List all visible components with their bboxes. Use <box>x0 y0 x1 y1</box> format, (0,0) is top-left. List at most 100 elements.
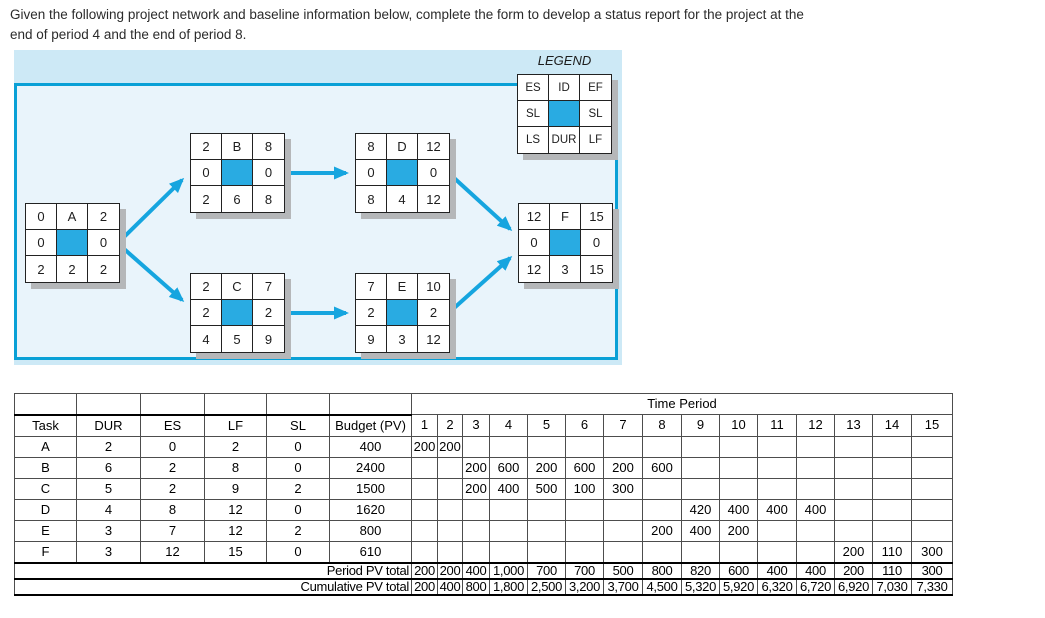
period-value-cell <box>834 498 873 521</box>
node-cell: 12 <box>519 256 550 282</box>
period-value-cell <box>527 519 566 542</box>
period-value-cell: 400 <box>489 477 528 500</box>
node-cell: DUR <box>549 127 580 153</box>
cumulative-pv-total-cell: 4,500 <box>642 577 682 596</box>
period-value-cell: 200 <box>462 477 490 500</box>
node-cell: 2 <box>191 186 222 212</box>
period-value-cell <box>527 435 566 458</box>
period-column-header: 7 <box>603 414 643 437</box>
node-cell: 2 <box>356 300 387 326</box>
column-header: Budget (PV) <box>329 414 412 437</box>
node-cell: 2 <box>191 300 222 326</box>
period-column-header: 5 <box>527 414 566 437</box>
period-column-header: 6 <box>565 414 604 437</box>
task-dur-cell: 3 <box>76 540 141 563</box>
task-sl-cell: 2 <box>266 519 330 542</box>
node-cell: 0 <box>519 230 550 256</box>
period-value-cell: 500 <box>527 477 566 500</box>
period-value-cell <box>911 477 953 500</box>
cumulative-pv-total-cell: 6,920 <box>834 577 873 596</box>
task-es-cell: 8 <box>140 498 205 521</box>
period-value-cell <box>411 540 438 563</box>
period-value-cell <box>681 477 720 500</box>
period-column-header: 13 <box>834 414 873 437</box>
blank-header-cell <box>14 393 77 416</box>
period-value-cell <box>565 435 604 458</box>
task-lf-cell: 9 <box>204 477 267 500</box>
period-column-header: 14 <box>872 414 912 437</box>
period-value-cell <box>642 540 682 563</box>
node-cell: 10 <box>418 274 449 300</box>
period-value-cell <box>757 519 797 542</box>
node-cell: 2 <box>253 300 284 326</box>
task-task-cell: A <box>14 435 77 458</box>
task-budget-cell: 400 <box>329 435 412 458</box>
task-sl-cell: 0 <box>266 498 330 521</box>
period-value-cell <box>642 498 682 521</box>
period-value-cell <box>437 519 463 542</box>
cumulative-pv-total-cell: 6,320 <box>757 577 797 596</box>
period-value-cell <box>411 498 438 521</box>
node-center-cell <box>550 230 581 256</box>
network-arrows <box>121 166 513 320</box>
task-budget-cell: 2400 <box>329 456 412 479</box>
column-header: DUR <box>76 414 141 437</box>
period-value-cell: 200 <box>719 519 758 542</box>
cumulative-pv-total-cell: 5,320 <box>681 577 720 596</box>
task-task-cell: E <box>14 519 77 542</box>
cumulative-pv-total-cell: 5,920 <box>719 577 758 596</box>
node-cell: 2 <box>88 204 119 230</box>
task-dur-cell: 2 <box>76 435 141 458</box>
period-value-cell <box>719 435 758 458</box>
node-cell: E <box>387 274 418 300</box>
node-center-cell <box>222 300 253 326</box>
node-cell: 0 <box>418 160 449 186</box>
period-value-cell <box>489 435 528 458</box>
node-cell: 0 <box>26 204 57 230</box>
period-value-cell <box>411 456 438 479</box>
period-value-cell <box>796 435 835 458</box>
period-value-cell <box>719 456 758 479</box>
period-value-cell: 600 <box>489 456 528 479</box>
period-value-cell <box>411 477 438 500</box>
period-value-cell <box>603 540 643 563</box>
blank-header-cell <box>140 393 205 416</box>
period-pv-total-cell: 800 <box>642 561 682 579</box>
period-pv-total-cell: 110 <box>872 561 912 579</box>
node-cell: 9 <box>253 326 284 352</box>
period-value-cell: 200 <box>603 456 643 479</box>
period-value-cell <box>411 519 438 542</box>
task-es-cell: 2 <box>140 456 205 479</box>
period-value-cell <box>565 498 604 521</box>
task-lf-cell: 15 <box>204 540 267 563</box>
node-center-cell <box>387 300 418 326</box>
period-pv-total-cell: 400 <box>757 561 797 579</box>
period-value-cell <box>437 456 463 479</box>
period-pv-total-cell: 500 <box>603 561 643 579</box>
blank-header-cell <box>204 393 267 416</box>
node-cell: 8 <box>356 134 387 160</box>
legend-title: LEGEND <box>537 53 592 68</box>
period-value-cell <box>603 498 643 521</box>
period-value-cell <box>757 477 797 500</box>
task-task-cell: C <box>14 477 77 500</box>
node-cell: 6 <box>222 186 253 212</box>
task-es-cell: 12 <box>140 540 205 563</box>
time-period-header: Time Period <box>411 393 953 415</box>
period-value-cell <box>527 540 566 563</box>
task-sl-cell: 0 <box>266 456 330 479</box>
column-header: ES <box>140 414 205 437</box>
period-column-header: 12 <box>796 414 835 437</box>
node-cell: C <box>222 274 253 300</box>
task-lf-cell: 2 <box>204 435 267 458</box>
task-lf-cell: 8 <box>204 456 267 479</box>
period-value-cell <box>834 456 873 479</box>
task-sl-cell: 0 <box>266 435 330 458</box>
task-task-cell: F <box>14 540 77 563</box>
period-value-cell: 400 <box>681 519 720 542</box>
period-value-cell: 100 <box>565 477 604 500</box>
period-value-cell <box>911 498 953 521</box>
network-node-e: 7 E 10 2 2 9 3 12 <box>355 273 450 353</box>
column-header: LF <box>204 414 267 437</box>
